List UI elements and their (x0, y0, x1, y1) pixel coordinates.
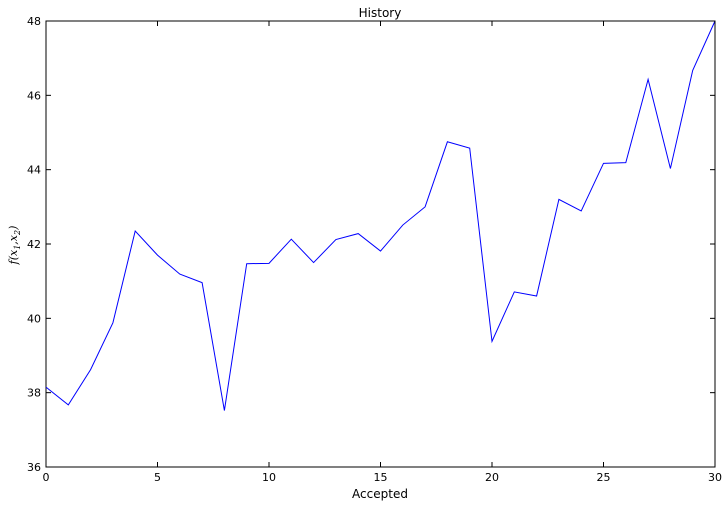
x-tick-label: 10 (262, 471, 276, 484)
axis-ticks: 0 5 10 15 20 25 30 36 38 40 42 44 46 48 (27, 15, 722, 484)
x-tick-label: 5 (154, 471, 161, 484)
y-tick-label: 36 (27, 461, 41, 474)
svg-text:f(x1,x2): f(x1,x2) (7, 226, 22, 266)
y-axis-label: f(x1,x2) (7, 226, 22, 266)
x-tick-label: 25 (597, 471, 611, 484)
y-tick-label: 38 (27, 387, 41, 400)
y-axis-label-f: f(x (7, 249, 20, 265)
chart-title: History (359, 6, 402, 20)
y-tick-label: 48 (27, 15, 41, 28)
x-tick-label: 20 (485, 471, 499, 484)
y-tick-label: 46 (27, 89, 41, 102)
x-axis-label: Accepted (352, 487, 408, 501)
plot-frame (45, 20, 716, 468)
y-tick-label: 42 (27, 238, 41, 251)
plot-area (45, 20, 716, 468)
y-tick-label: 40 (27, 312, 41, 325)
y-tick-label: 44 (27, 164, 41, 177)
x-tick-label: 15 (374, 471, 388, 484)
series-line-0 (45, 20, 716, 411)
x-tick-label: 0 (43, 471, 50, 484)
x-tick-label: 30 (708, 471, 722, 484)
